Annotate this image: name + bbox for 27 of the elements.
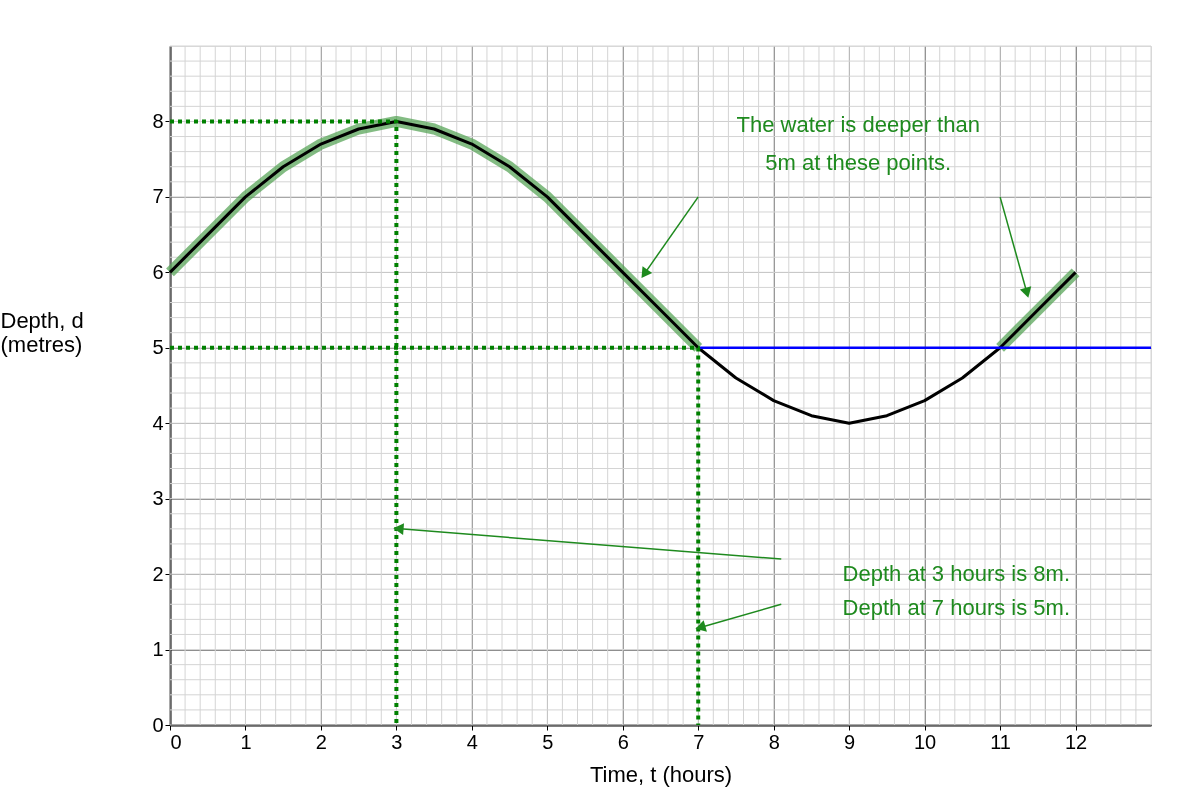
y-tick-label: 6 — [152, 260, 164, 283]
x-tick-label: 2 — [315, 730, 327, 753]
x-tick-label: 8 — [768, 730, 780, 753]
y-tick-label: 1 — [152, 638, 164, 661]
x-tick-label: 3 — [391, 730, 403, 753]
y-tick-label: 3 — [152, 487, 164, 510]
y-tick-label: 8 — [152, 109, 164, 132]
x-tick-label: 4 — [466, 730, 478, 753]
x-tick-label: 11 — [990, 730, 1011, 753]
x-tick-label: 9 — [844, 730, 856, 753]
x-tick-label: 6 — [617, 730, 629, 753]
x-tick-label: 0 — [170, 730, 182, 753]
y-tick-label: 5 — [152, 336, 164, 359]
x-axis-title: Time, t (hours) — [589, 761, 733, 787]
y-tick-label: 2 — [152, 562, 164, 585]
x-tick-label: 5 — [542, 730, 554, 753]
x-tick-label: 10 — [913, 730, 937, 753]
x-tick-label: 12 — [1064, 730, 1088, 753]
annotation: The water is deeper than 5m at these points. — [736, 112, 980, 175]
y-tick-label: 0 — [152, 713, 164, 736]
y-tick-label: 7 — [152, 185, 164, 208]
x-tick-label: 7 — [693, 730, 705, 753]
y-tick-label: 4 — [152, 411, 164, 434]
y-axis-title: Depth, d (metres) — [0, 308, 84, 358]
annotation: Depth at 3 hours is 8m. — [842, 561, 1071, 587]
annotation: Depth at 7 hours is 5m. — [842, 595, 1071, 621]
x-tick-label: 1 — [240, 730, 252, 753]
